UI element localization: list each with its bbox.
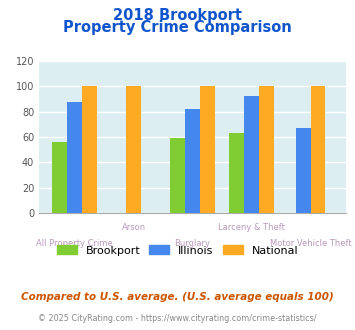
Bar (52, 142, 67, 213)
Text: © 2025 CityRating.com - https://www.cityrating.com/crime-statistics/: © 2025 CityRating.com - https://www.city… (38, 314, 317, 323)
Bar (170, 138, 185, 213)
Bar (244, 96, 259, 213)
Text: Motor Vehicle Theft: Motor Vehicle Theft (270, 239, 351, 248)
Bar (311, 86, 326, 213)
Text: All Property Crime: All Property Crime (36, 239, 113, 248)
Bar (126, 86, 141, 213)
Text: Arson: Arson (121, 223, 146, 232)
Bar (82, 86, 97, 213)
Bar (229, 133, 244, 213)
Text: Property Crime Comparison: Property Crime Comparison (63, 20, 292, 35)
Bar (296, 128, 311, 213)
Legend: Brookport, Illinois, National: Brookport, Illinois, National (53, 241, 302, 260)
Text: Burglary: Burglary (175, 239, 211, 248)
Bar (67, 102, 82, 213)
Text: Larceny & Theft: Larceny & Theft (218, 223, 285, 232)
Text: 2018 Brookport: 2018 Brookport (113, 8, 242, 23)
Bar (200, 86, 215, 213)
Text: Compared to U.S. average. (U.S. average equals 100): Compared to U.S. average. (U.S. average … (21, 292, 334, 302)
Bar (259, 86, 274, 213)
Bar (185, 109, 200, 213)
